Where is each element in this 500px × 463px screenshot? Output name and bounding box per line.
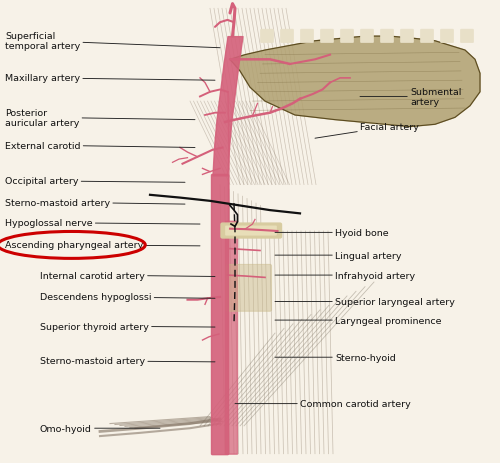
Text: Sterno-mastoid artery: Sterno-mastoid artery	[40, 357, 215, 366]
Text: Lingual artery: Lingual artery	[275, 251, 402, 260]
Polygon shape	[230, 37, 480, 127]
Text: Posterior
auricular artery: Posterior auricular artery	[5, 108, 195, 128]
Text: Infrahyoid artery: Infrahyoid artery	[275, 271, 415, 280]
FancyBboxPatch shape	[280, 30, 293, 44]
FancyBboxPatch shape	[212, 175, 228, 455]
FancyBboxPatch shape	[440, 30, 454, 44]
FancyBboxPatch shape	[226, 226, 276, 236]
Text: Common carotid artery: Common carotid artery	[235, 399, 411, 408]
FancyBboxPatch shape	[300, 30, 314, 44]
Text: Facial artery: Facial artery	[315, 123, 419, 139]
Text: Superior laryngeal artery: Superior laryngeal artery	[275, 297, 455, 307]
Text: Superior thyroid artery: Superior thyroid artery	[40, 322, 215, 331]
Text: Omo-hyoid: Omo-hyoid	[40, 424, 160, 433]
FancyBboxPatch shape	[320, 30, 334, 44]
FancyBboxPatch shape	[226, 265, 272, 312]
Text: Submental
artery: Submental artery	[360, 88, 462, 107]
FancyBboxPatch shape	[420, 30, 434, 44]
Text: Occipital artery: Occipital artery	[5, 177, 185, 186]
Text: Maxillary artery: Maxillary artery	[5, 74, 215, 83]
FancyBboxPatch shape	[221, 224, 282, 238]
FancyBboxPatch shape	[380, 30, 394, 44]
FancyBboxPatch shape	[400, 30, 413, 44]
Text: External carotid: External carotid	[5, 141, 195, 150]
Text: Internal carotid artery: Internal carotid artery	[40, 271, 215, 280]
Text: Descendens hypoglossi: Descendens hypoglossi	[40, 293, 215, 302]
FancyBboxPatch shape	[260, 30, 274, 44]
Text: Sterno-hyoid: Sterno-hyoid	[275, 353, 396, 362]
Text: Hyoid bone: Hyoid bone	[275, 228, 388, 238]
Text: Ascending pharyngeal artery: Ascending pharyngeal artery	[5, 241, 200, 250]
FancyBboxPatch shape	[226, 222, 237, 454]
Text: Laryngeal prominence: Laryngeal prominence	[275, 316, 442, 325]
FancyBboxPatch shape	[360, 30, 374, 44]
Text: Sterno-mastoid artery: Sterno-mastoid artery	[5, 198, 185, 207]
Text: Hypoglossal nerve: Hypoglossal nerve	[5, 219, 200, 228]
Text: Superficial
temporal artery: Superficial temporal artery	[5, 32, 220, 51]
FancyBboxPatch shape	[340, 30, 353, 44]
FancyBboxPatch shape	[460, 30, 473, 44]
